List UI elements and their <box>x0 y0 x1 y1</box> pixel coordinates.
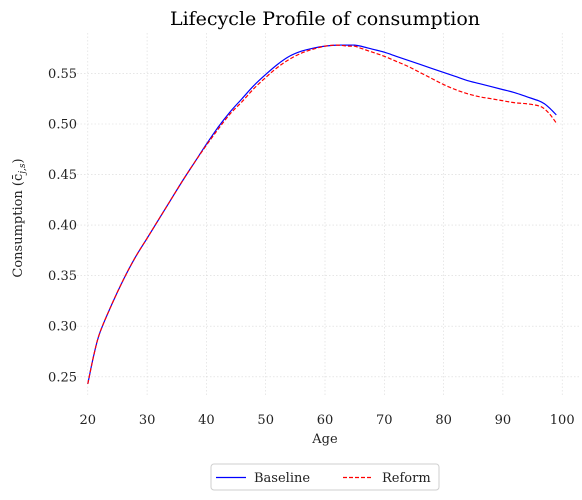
x-tick-label: 40 <box>198 413 215 428</box>
x-tick-label: 50 <box>257 413 274 428</box>
legend-label-reform: Reform <box>382 471 431 486</box>
grid <box>70 33 580 397</box>
y-axis-label-subscript: j,s <box>18 163 28 176</box>
y-axis-label-tail: ) <box>11 158 26 163</box>
x-tick-label: 30 <box>139 413 156 428</box>
x-tick-label: 90 <box>495 413 512 428</box>
y-axis-label-main: Consumption (c̄ <box>11 174 26 278</box>
y-tick-label: 0.45 <box>48 168 77 183</box>
legend-label-baseline: Baseline <box>254 471 310 486</box>
x-tick-label: 60 <box>317 413 334 428</box>
y-tick-label: 0.50 <box>48 118 77 133</box>
x-axis-label: Age <box>311 432 338 447</box>
series-lines <box>87 44 557 384</box>
tick-labels: 20 30 40 50 60 70 80 90 100 0.25 0.30 0.35 0.40 0.45 0… <box>48 67 575 428</box>
y-tick-label: 0.30 <box>48 320 77 335</box>
chart-title: Lifecycle Profile of consumption <box>170 8 480 30</box>
x-tick-label: 70 <box>376 413 393 428</box>
y-axis-label: Consumption (c̄j,s) <box>11 158 28 277</box>
y-tick-label: 0.40 <box>48 219 77 234</box>
y-tick-label: 0.55 <box>48 67 77 82</box>
legend: Baseline Reform <box>210 463 440 491</box>
y-tick-label: 0.35 <box>48 269 77 284</box>
x-tick-label: 100 <box>550 413 575 428</box>
y-tick-label: 0.25 <box>48 370 77 385</box>
x-tick-label: 80 <box>435 413 452 428</box>
x-tick-label: 20 <box>80 413 97 428</box>
legend-box <box>210 463 440 491</box>
series-line-reform <box>87 44 557 384</box>
series-line-baseline <box>87 44 557 384</box>
